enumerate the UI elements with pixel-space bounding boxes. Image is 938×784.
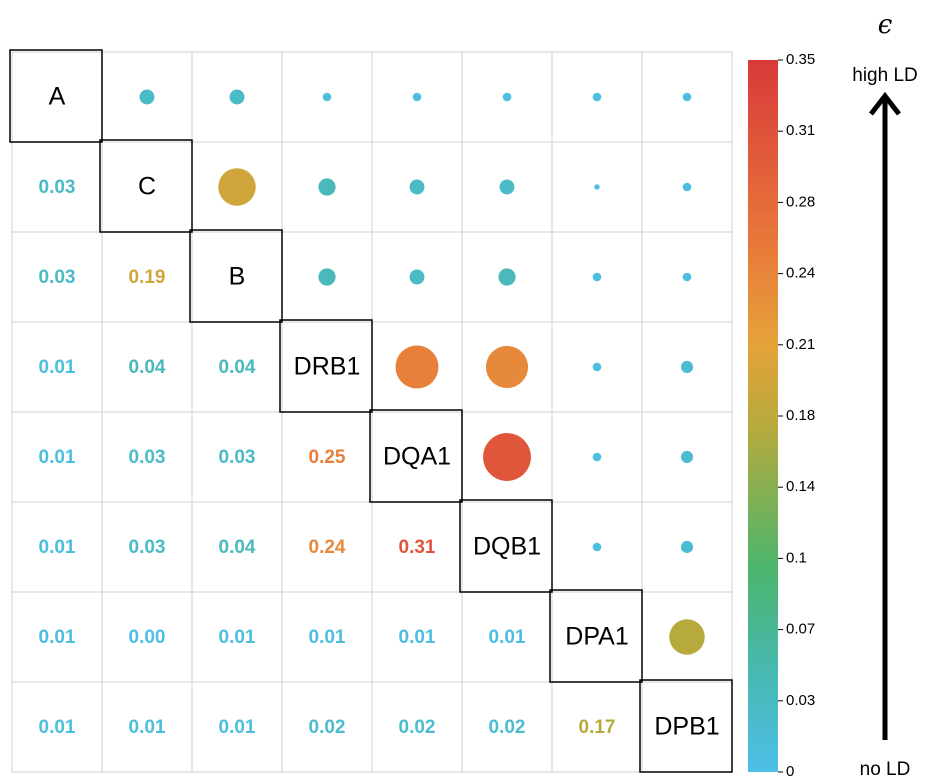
ld-dot <box>318 178 336 196</box>
value-label: 0.00 <box>129 627 166 648</box>
ld-dot <box>409 179 425 195</box>
ld-dot <box>682 182 692 192</box>
locus-label: DQA1 <box>383 443 451 471</box>
ld-dot <box>139 89 155 105</box>
value-label: 0.01 <box>39 447 76 468</box>
locus-label: DQB1 <box>473 533 541 561</box>
ld-dot <box>322 92 332 102</box>
ld-dot <box>499 179 515 195</box>
ld-dot <box>594 184 600 190</box>
value-label: 0.01 <box>489 627 526 648</box>
value-label: 0.02 <box>489 717 526 738</box>
diagonal-box <box>459 499 553 593</box>
value-label: 0.25 <box>309 447 346 468</box>
arrow-head <box>869 91 901 116</box>
value-label: 0.03 <box>129 537 166 558</box>
ld-dot <box>592 272 602 282</box>
ld-dot <box>485 345 529 389</box>
value-label: 0.01 <box>129 717 166 738</box>
ld-dot <box>592 542 602 552</box>
value-label: 0.03 <box>39 177 76 198</box>
value-label: 0.01 <box>39 357 76 378</box>
value-label: 0.01 <box>39 627 76 648</box>
ld-dot <box>680 450 694 464</box>
value-label: 0.01 <box>219 627 256 648</box>
value-label: 0.01 <box>39 537 76 558</box>
diagonal-box <box>189 229 283 323</box>
locus-label: DPB1 <box>654 713 719 741</box>
ld-dot <box>592 362 602 372</box>
colorbar-tick-label: 0.18 <box>786 407 815 424</box>
diagonal-box <box>9 49 103 143</box>
high-label: high LD <box>852 65 918 86</box>
colorbar-tick-label: 0.24 <box>786 265 815 282</box>
value-label: 0.04 <box>219 537 256 558</box>
ld-dot <box>682 272 692 282</box>
locus-label: C <box>138 173 156 201</box>
legend-symbol: ϵ <box>878 10 893 40</box>
colorbar <box>748 60 778 772</box>
ld-dot <box>409 269 425 285</box>
ld-dot <box>669 619 705 655</box>
colorbar-tick-label: 0.21 <box>786 336 815 353</box>
ld-dot <box>218 168 256 206</box>
colorbar-tick-label: 0.14 <box>786 478 815 495</box>
diagonal-box <box>99 139 193 233</box>
ld-dot <box>592 92 602 102</box>
ld-dot <box>592 452 602 462</box>
value-label: 0.03 <box>219 447 256 468</box>
colorbar-tick-label: 0.31 <box>786 122 815 139</box>
diagonal-box <box>549 589 643 683</box>
locus-label: DRB1 <box>294 353 361 381</box>
colorbar-tick-label: 0.1 <box>786 549 807 566</box>
colorbar-tick-label: 0.07 <box>786 621 815 638</box>
ld-dot <box>395 345 439 389</box>
value-label: 0.24 <box>309 537 346 558</box>
value-label: 0.01 <box>39 717 76 738</box>
ld-dot <box>680 540 694 554</box>
ld-dot <box>229 89 245 105</box>
ld-dot <box>680 360 694 374</box>
value-label: 0.01 <box>309 627 346 648</box>
value-label: 0.17 <box>579 717 616 738</box>
locus-label: B <box>229 263 246 291</box>
value-label: 0.31 <box>399 537 436 558</box>
locus-label: A <box>49 83 66 111</box>
value-label: 0.02 <box>309 717 346 738</box>
value-label: 0.02 <box>399 717 436 738</box>
value-label: 0.03 <box>39 267 76 288</box>
ld-dot <box>682 92 692 102</box>
value-label: 0.19 <box>129 267 166 288</box>
value-label: 0.04 <box>219 357 256 378</box>
ld-dot <box>498 268 516 286</box>
colorbar-tick-label: 0.28 <box>786 193 815 210</box>
ld-dot <box>412 92 422 102</box>
value-label: 0.01 <box>399 627 436 648</box>
value-label: 0.03 <box>129 447 166 468</box>
colorbar-tick-label: 0 <box>786 763 794 780</box>
colorbar-tick-label: 0.03 <box>786 692 815 709</box>
diagonal-box <box>639 679 733 773</box>
value-label: 0.04 <box>129 357 166 378</box>
low-label: no LD <box>860 759 911 780</box>
value-label: 0.01 <box>219 717 256 738</box>
locus-label: DPA1 <box>565 623 628 651</box>
ld-dot <box>318 268 336 286</box>
ld-dot <box>502 92 512 102</box>
diagonal-box <box>369 409 463 503</box>
ld-dot <box>483 433 531 481</box>
colorbar-tick-label: 0.35 <box>786 51 815 68</box>
diagonal-box <box>279 319 373 413</box>
